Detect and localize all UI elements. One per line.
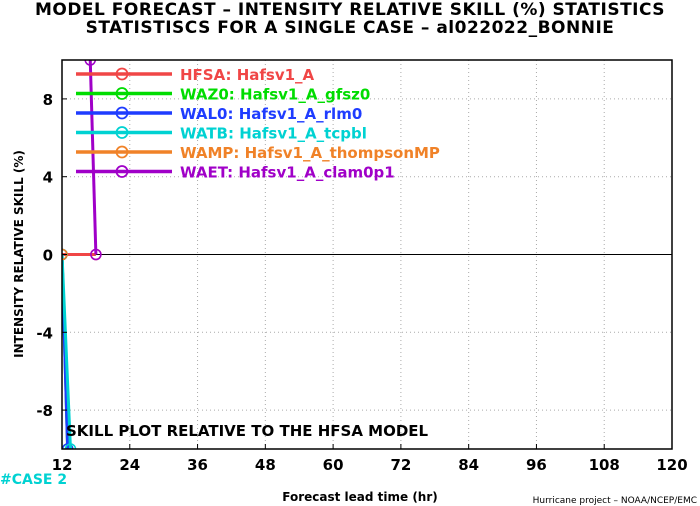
y-tick-label: -8: [36, 402, 53, 420]
legend-marker-wal0: [115, 106, 129, 120]
data-point-waet: [84, 60, 96, 66]
data-point-watb: [64, 443, 77, 449]
y-axis-label: INTENSITY RELATIVE SKILL (%): [12, 150, 26, 358]
x-tick-label: 84: [458, 456, 479, 474]
legend-marker-hfsa: [115, 67, 129, 81]
legend-label-wal0: WAL0: Hafsv1_A_rlm0: [180, 105, 362, 123]
series-line-waet: [88, 60, 98, 255]
x-tick-label: 96: [526, 456, 547, 474]
y-tick-label: 0: [43, 247, 53, 265]
legend-label-wamp: WAMP: Hafsv1_A_thompsonMP: [180, 144, 440, 162]
legend-label-hfsa: HFSA: Hafsv1_A: [180, 66, 315, 84]
legend-marker-waz0: [115, 87, 129, 100]
x-tick-label: 60: [323, 456, 344, 474]
x-tick-label: 36: [187, 456, 208, 474]
legend-label-waet: WAET: Hafsv1_A_clam0p1: [180, 164, 395, 182]
skill-annotation: SKILL PLOT RELATIVE TO THE HFSA MODEL: [66, 422, 429, 440]
x-axis-label: Forecast lead time (hr): [282, 490, 438, 504]
legend-marker-waet: [115, 165, 129, 178]
x-tick-label: 120: [656, 456, 687, 474]
legend-marker-watb: [115, 126, 129, 139]
x-axis-ticks: 12 24 36 48 60 72 84 96 108 120: [52, 444, 688, 474]
y-axis-ticks: -8 -4 0 4 8: [36, 91, 67, 420]
x-tick-label: 12: [52, 456, 73, 474]
x-tick-label: 72: [390, 456, 411, 474]
chart-title: MODEL FORECAST – INTENSITY RELATIVE SKIL…: [34, 0, 666, 20]
series-line-watb: [62, 254, 72, 449]
x-tick-label: 48: [255, 456, 276, 474]
y-tick-label: 8: [43, 91, 53, 109]
case-label: #CASE 2: [0, 472, 67, 488]
legend-label-waz0: WAZ0: Hafsv1_A_gfsz0: [180, 86, 370, 104]
chart-subtitle: STATISTISCS FOR A SINGLE CASE – al022022…: [85, 18, 615, 38]
legend-marker-wamp: [115, 145, 129, 159]
x-tick-label: 108: [589, 456, 620, 474]
x-tick-label: 24: [119, 456, 140, 474]
data-point-waet: [90, 248, 102, 261]
legend-label-watb: WATB: Hafsv1_A_tcpbl: [180, 125, 367, 143]
legend: HFSA: Hafsv1_A WAZ0: Hafsv1_A_gfsz0WAL0: …: [76, 66, 440, 182]
grid-lines: [62, 60, 672, 449]
y-tick-label: 4: [43, 169, 53, 187]
credit-text: Hurricane project – NOAA/NCEP/EMC: [533, 496, 697, 506]
y-tick-label: -4: [36, 324, 53, 342]
